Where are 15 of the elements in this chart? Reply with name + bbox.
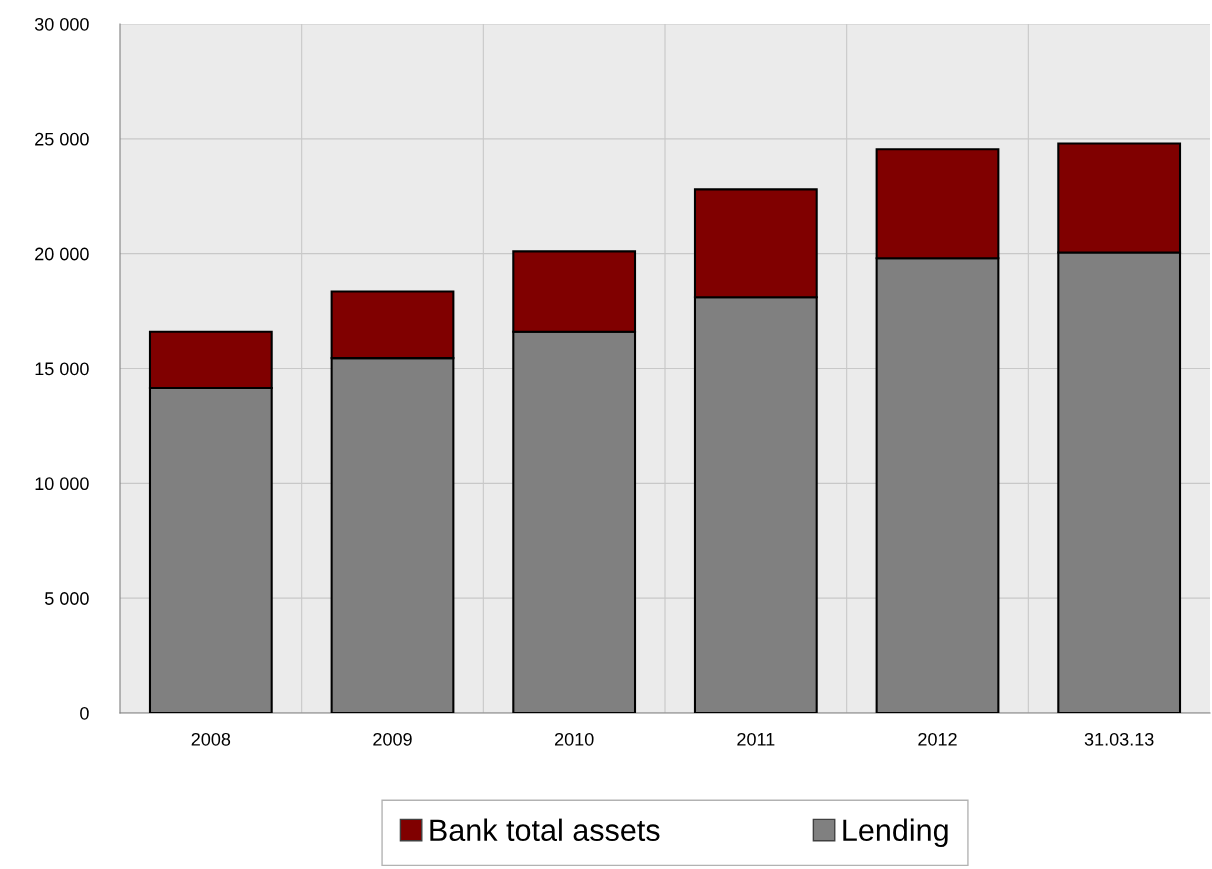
- x-tick-label: 2010: [554, 732, 594, 746]
- x-tick-label: 2009: [373, 732, 412, 746]
- legend-label: Bank total assets: [430, 818, 660, 842]
- x-tick-label: 2008: [191, 732, 231, 746]
- x-tick-label: 31.03.13: [1084, 732, 1154, 746]
- y-tick-label: 5 000: [44, 592, 89, 605]
- y-tick-label: 10 000: [35, 477, 89, 491]
- x-tick-label: 2011: [737, 732, 775, 746]
- y-tick-label: 25 000: [35, 132, 89, 146]
- y-tick-label: 20 000: [35, 247, 89, 261]
- x-tick-label: 2012: [918, 732, 957, 746]
- y-tick-label: 0: [80, 706, 89, 720]
- legend-label: Lending: [843, 818, 948, 848]
- y-tick-label: 30 000: [34, 17, 89, 31]
- y-tick-label: 15 000: [35, 362, 89, 376]
